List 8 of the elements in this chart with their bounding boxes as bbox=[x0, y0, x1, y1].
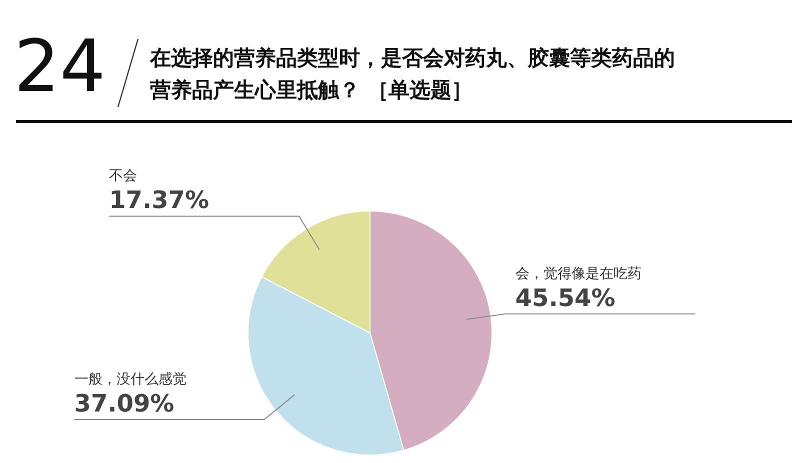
data-label: 45.54% bbox=[515, 284, 616, 312]
slice-label: 会，觉得像是在吃药 bbox=[515, 266, 642, 282]
chart-title: 在选择的营养品类型时，是否会对药丸、胶囊等类药品的营养品产生心里抵触？ ［单选题］ bbox=[150, 45, 676, 104]
text: 24 bbox=[14, 24, 106, 108]
slice-label: 不会 bbox=[109, 168, 138, 184]
slice-label: 一般，没什么感觉 bbox=[74, 372, 186, 388]
data-label: 17.37% bbox=[109, 186, 210, 214]
data-label: 37.09% bbox=[74, 390, 174, 418]
